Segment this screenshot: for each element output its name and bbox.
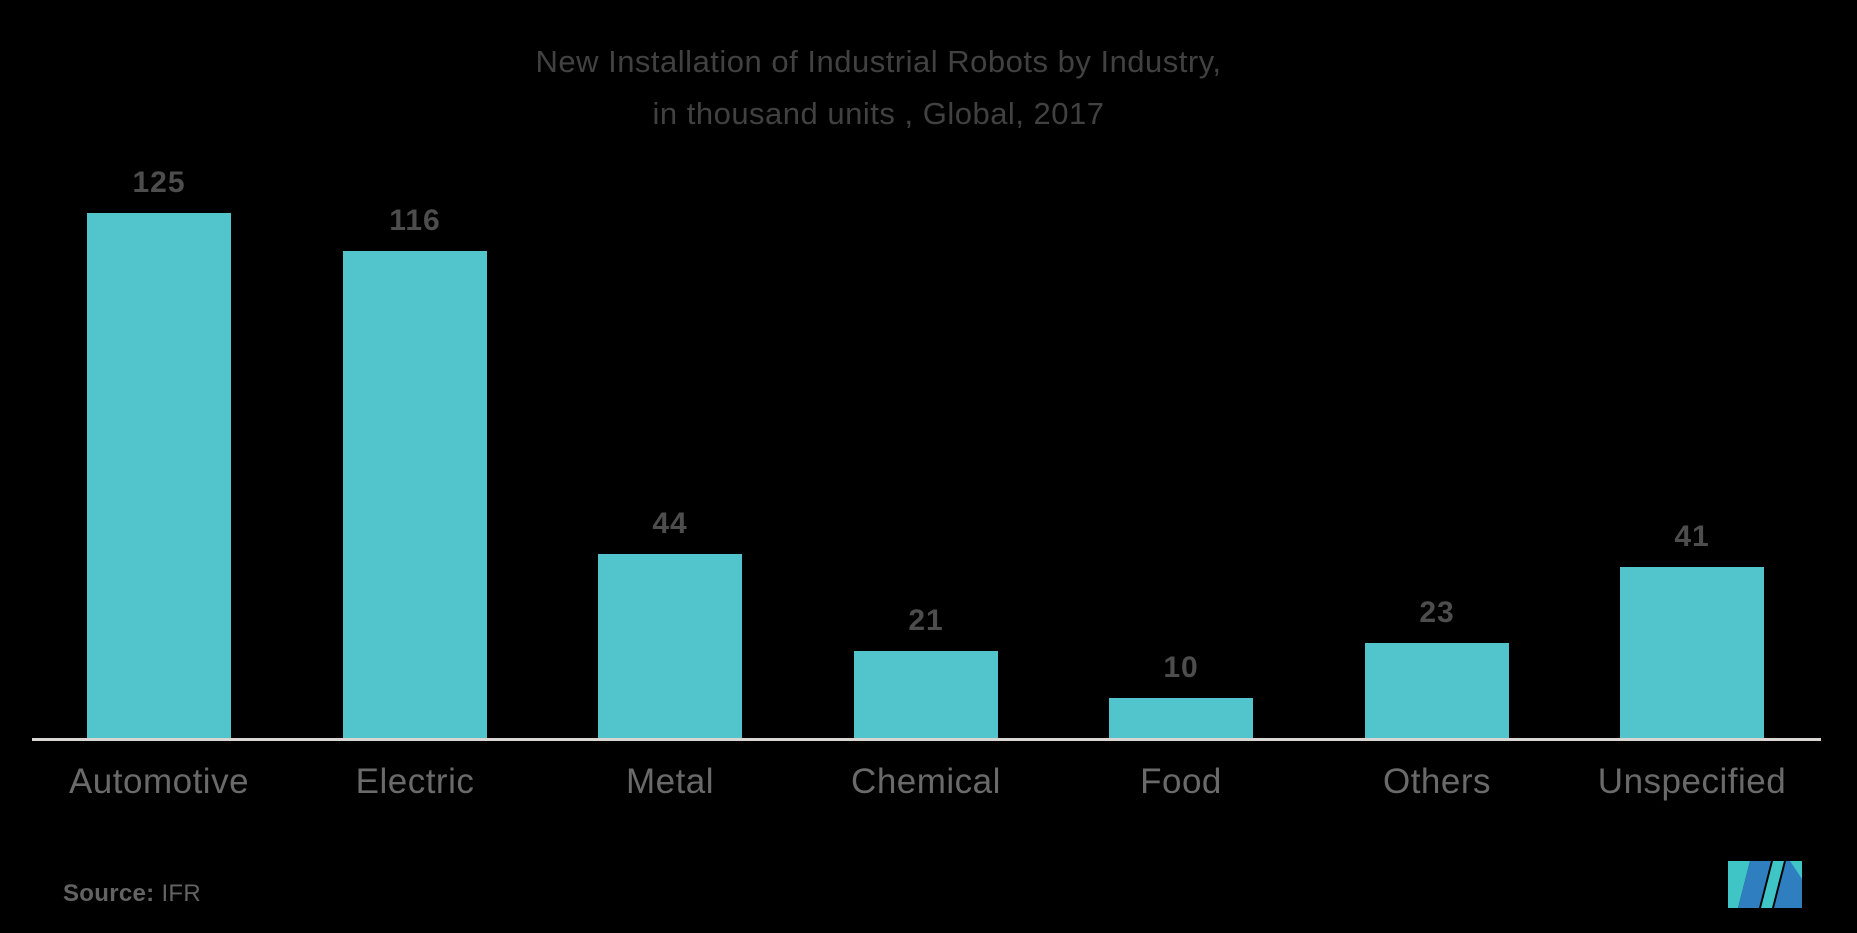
source-value: IFR	[161, 880, 201, 907]
bar-chemical	[854, 651, 998, 740]
bar-column: 10 Food	[1109, 651, 1253, 801]
logo-teal-right	[1790, 861, 1802, 879]
source-label: Source:	[63, 880, 155, 907]
bar-value-label: 10	[1163, 651, 1199, 684]
bar-column: 44 Metal	[598, 507, 742, 801]
chart-title-line1: New Installation of Industrial Robots by…	[535, 44, 1222, 79]
mordor-intelligence-logo-icon	[1728, 861, 1802, 908]
bar-others	[1365, 643, 1509, 740]
logo-blue-left	[1738, 861, 1771, 908]
source-attribution: Source: IFR	[63, 880, 201, 908]
bar-automotive	[87, 213, 231, 740]
logo-teal-middle	[1761, 861, 1784, 908]
bar-value-label: 41	[1674, 520, 1710, 553]
chart-title-line2: in thousand units , Global, 2017	[652, 96, 1105, 131]
logo-teal-left	[1728, 861, 1750, 908]
bar-metal	[598, 554, 742, 740]
bar-column: 41 Unspecified	[1598, 520, 1786, 801]
bar-value-label: 23	[1419, 596, 1455, 629]
bar-column: 21 Chemical	[851, 604, 1000, 801]
bar-value-label: 44	[652, 507, 688, 540]
bar-column: 125 Automotive	[69, 166, 249, 801]
bar-unspecified	[1620, 567, 1764, 740]
bar-value-label: 21	[908, 604, 944, 637]
category-label: Others	[1382, 762, 1492, 801]
logo-blue-right	[1774, 861, 1802, 908]
bar-food	[1109, 698, 1253, 740]
bar-value-label: 116	[389, 204, 441, 237]
category-label: Metal	[625, 762, 715, 801]
bar-electric	[343, 251, 487, 740]
chart-title: New Installation of Industrial Robots by…	[0, 36, 1757, 140]
category-label: Food	[1140, 762, 1222, 801]
bar-column: 116 Electric	[343, 204, 487, 801]
category-label: Chemical	[851, 762, 1001, 801]
bar-column: 23 Others	[1365, 596, 1509, 801]
category-label: Automotive	[68, 762, 250, 801]
category-label: Electric	[355, 762, 475, 801]
category-label: Unspecified	[1597, 762, 1787, 801]
bar-value-label: 125	[132, 166, 186, 199]
x-axis-line	[32, 738, 1821, 741]
